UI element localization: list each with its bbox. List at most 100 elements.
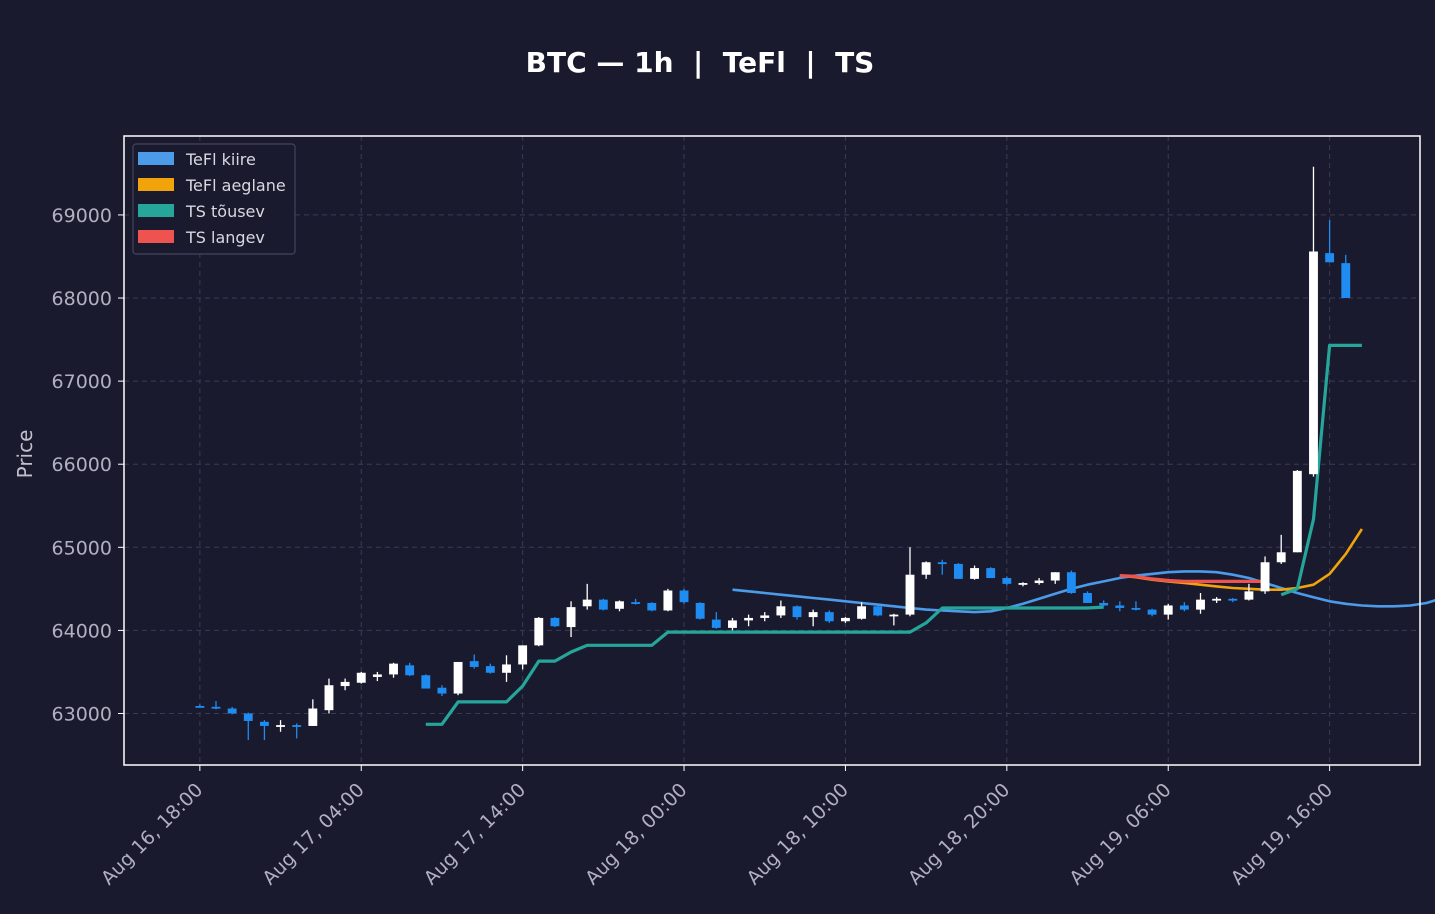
candle-body (195, 706, 205, 708)
candle-body (469, 661, 479, 667)
x-tick-label: Aug 17, 14:00 (420, 779, 530, 889)
candle (292, 723, 302, 739)
candle (1341, 254, 1351, 299)
candle-body (502, 664, 511, 673)
candle (711, 612, 721, 629)
candle (776, 600, 786, 618)
candle-body (1179, 605, 1189, 610)
candle-body (1066, 572, 1076, 594)
candle (1309, 166, 1318, 477)
candle (502, 655, 511, 682)
y-tick-label: 68000 (52, 288, 112, 310)
candle (905, 547, 915, 617)
candle (679, 588, 689, 604)
candle-body (340, 681, 350, 687)
candle-body (663, 590, 673, 611)
candle-body (518, 645, 528, 665)
candle (356, 671, 366, 684)
candle (1196, 593, 1205, 614)
candle (1179, 602, 1189, 612)
candle-body (598, 599, 608, 610)
candle-body (1050, 572, 1060, 581)
candle (1050, 572, 1060, 584)
x-tick-label: Aug 18, 10:00 (743, 779, 853, 889)
x-tick-label: Aug 17, 04:00 (258, 779, 368, 889)
candle (437, 685, 447, 697)
candle (518, 645, 528, 670)
candle-body (1341, 263, 1351, 299)
legend-entry: TeFl kiire (185, 150, 256, 169)
candle-body (695, 602, 705, 619)
candle (663, 588, 673, 612)
candle (695, 602, 705, 620)
y-tick-label: 69000 (52, 205, 112, 227)
candle-body (1196, 599, 1205, 610)
candle-body (582, 599, 592, 607)
y-tick-label: 63000 (52, 703, 112, 725)
candle-body (453, 661, 463, 694)
chart-title: BTC — 1h | TeFl | TS (526, 46, 875, 79)
legend-swatch (138, 178, 174, 191)
candle-body (986, 568, 996, 579)
candle-body (679, 590, 689, 603)
candle (1147, 608, 1157, 617)
candle (598, 598, 608, 611)
candle (534, 617, 544, 647)
candle-body (808, 612, 818, 618)
candle (1212, 597, 1222, 603)
candle (808, 609, 818, 627)
candle (1115, 601, 1125, 612)
x-tick-label: Aug 16, 18:00 (97, 779, 207, 889)
candle-body (1083, 593, 1092, 603)
candle-body (824, 612, 834, 622)
candle (453, 661, 463, 696)
candle (873, 605, 883, 617)
candle-body (1260, 562, 1270, 592)
candle (792, 605, 802, 620)
candle-body (276, 725, 285, 727)
candle (631, 598, 641, 605)
legend-swatch (138, 152, 174, 165)
candle-body (631, 602, 641, 604)
candle (840, 617, 850, 623)
candle-body (921, 562, 931, 575)
candle (857, 602, 867, 620)
candle (986, 567, 996, 579)
y-axis: 63000 64000 65000 66000 67000 68000 69000 (52, 205, 124, 725)
candle (1325, 219, 1335, 263)
candle-body (259, 721, 269, 726)
candle-body (1018, 583, 1028, 585)
candle (421, 674, 431, 689)
candle (1099, 600, 1109, 607)
candle-body (1131, 607, 1141, 610)
legend-entry: TeFl aeglane (185, 176, 286, 195)
candle-body (744, 617, 754, 621)
candle-body (1309, 251, 1318, 475)
candle-body (550, 617, 560, 627)
candle (485, 663, 495, 674)
y-tick-label: 67000 (52, 371, 112, 393)
candle (227, 706, 237, 715)
candle (744, 614, 754, 627)
x-tick-label: Aug 19, 16:00 (1227, 779, 1337, 889)
candle (1002, 576, 1012, 586)
candle-body (1292, 470, 1302, 553)
candle-body (372, 674, 382, 677)
candle (1018, 582, 1028, 587)
candle-body (1115, 605, 1125, 608)
x-axis: Aug 16, 18:00 Aug 17, 04:00 Aug 17, 14:00 A… (97, 765, 1337, 889)
candle-body (292, 725, 302, 727)
candle (566, 601, 576, 638)
candle-body (792, 606, 802, 618)
y-tick-label: 65000 (52, 537, 112, 559)
candle (389, 662, 398, 678)
candle (1276, 534, 1286, 564)
x-tick-label: Aug 18, 20:00 (904, 779, 1014, 889)
candle-body (308, 708, 318, 726)
candle (953, 563, 963, 579)
candle-body (324, 685, 334, 711)
candle (728, 617, 737, 631)
candle (1131, 601, 1141, 611)
candle (647, 602, 657, 612)
